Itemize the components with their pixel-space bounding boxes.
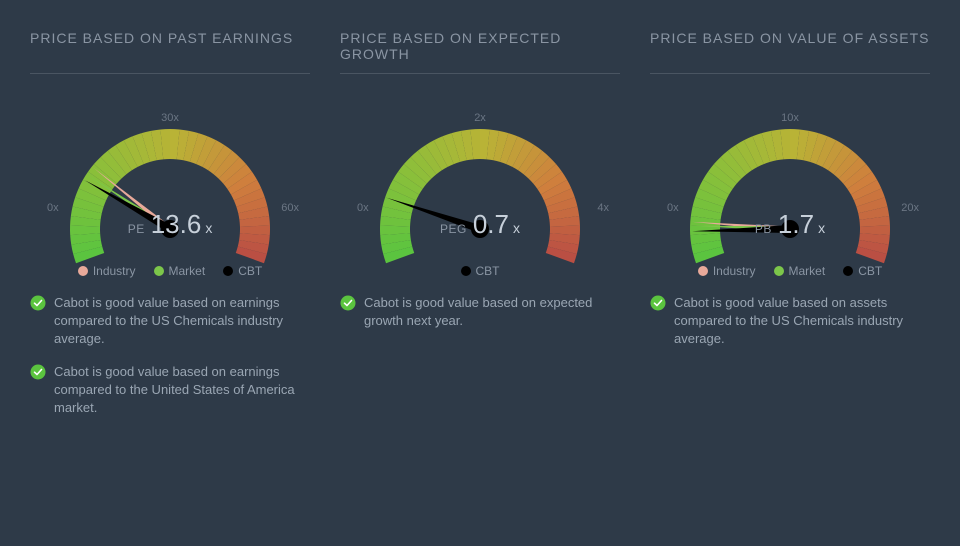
metric-value-row: PE 13.6 x: [128, 209, 213, 240]
metric-label: PE: [128, 222, 145, 236]
panel-title: PRICE BASED ON PAST EARNINGS: [30, 30, 310, 74]
panel-title: PRICE BASED ON VALUE OF ASSETS: [650, 30, 930, 74]
metric-suffix: x: [513, 220, 520, 236]
metric-panel: PRICE BASED ON EXPECTED GROWTH 0x 2x 4x …: [340, 30, 620, 417]
metric-suffix: x: [818, 220, 825, 236]
metric-value-row: PB 1.7 x: [755, 209, 825, 240]
note-text: Cabot is good value based on earnings co…: [54, 294, 310, 349]
note-text: Cabot is good value based on assets comp…: [674, 294, 930, 349]
value-note: Cabot is good value based on earnings co…: [30, 294, 310, 349]
gauge-wrap: 0x 30x 60x PE 13.6 x: [35, 94, 305, 274]
value-note: Cabot is good value based on expected gr…: [340, 294, 620, 330]
metric-value: 0.7: [473, 209, 509, 240]
metric-value: 13.6: [151, 209, 202, 240]
tick-end: 20x: [901, 202, 919, 214]
check-circle-icon: [30, 364, 46, 380]
tick-start: 0x: [357, 202, 369, 214]
value-note: Cabot is good value based on assets comp…: [650, 294, 930, 349]
metric-value-row: PEG 0.7 x: [440, 209, 520, 240]
note-text: Cabot is good value based on expected gr…: [364, 294, 620, 330]
value-note: Cabot is good value based on earnings co…: [30, 363, 310, 418]
metric-panel: PRICE BASED ON PAST EARNINGS 0x 30x 60x …: [30, 30, 310, 417]
check-circle-icon: [650, 295, 666, 311]
tick-mid: 10x: [781, 112, 799, 124]
tick-start: 0x: [47, 202, 59, 214]
check-circle-icon: [340, 295, 356, 311]
gauge-wrap: 0x 2x 4x PEG 0.7 x: [345, 94, 615, 274]
metric-panel: PRICE BASED ON VALUE OF ASSETS 0x 10x 20…: [650, 30, 930, 417]
notes-list: Cabot is good value based on expected gr…: [340, 294, 620, 330]
metric-value: 1.7: [778, 209, 814, 240]
panel-title: PRICE BASED ON EXPECTED GROWTH: [340, 30, 620, 74]
note-text: Cabot is good value based on earnings co…: [54, 363, 310, 418]
gauge-wrap: 0x 10x 20x PB 1.7 x: [655, 94, 925, 274]
notes-list: Cabot is good value based on earnings co…: [30, 294, 310, 417]
tick-start: 0x: [667, 202, 679, 214]
tick-mid: 2x: [474, 112, 486, 124]
tick-end: 60x: [281, 202, 299, 214]
metric-label: PEG: [440, 222, 467, 236]
check-circle-icon: [30, 295, 46, 311]
notes-list: Cabot is good value based on assets comp…: [650, 294, 930, 349]
metric-label: PB: [755, 222, 772, 236]
metric-suffix: x: [205, 220, 212, 236]
tick-mid: 30x: [161, 112, 179, 124]
tick-end: 4x: [597, 202, 609, 214]
